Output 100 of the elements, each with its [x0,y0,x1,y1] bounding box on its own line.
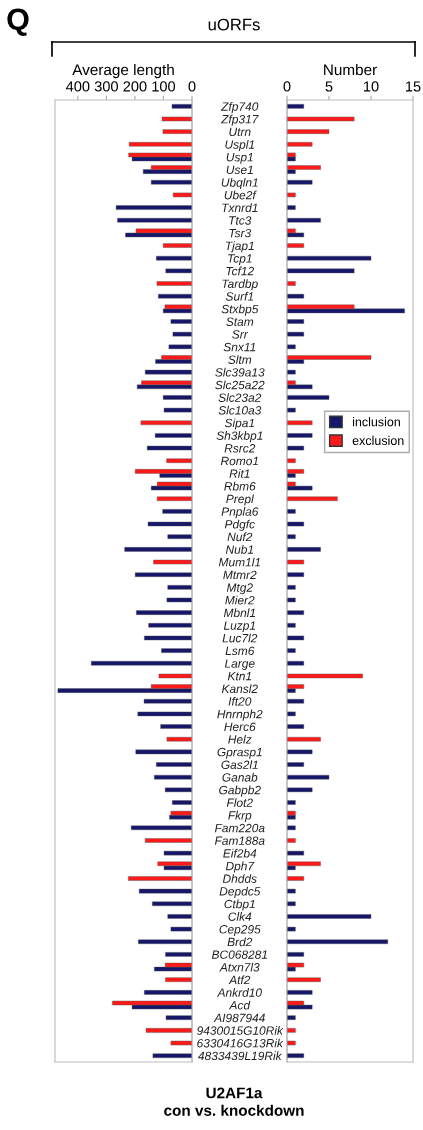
bar [162,509,192,514]
y-tick-label: AI987944 [213,1013,265,1023]
x-tick-label: 100 [152,81,176,92]
bar [156,762,192,767]
bar [287,243,305,248]
bar [129,142,192,147]
text: Q [7,8,29,36]
bar [162,129,192,134]
bar [166,458,192,463]
bar [172,192,192,198]
y-tick-label: Ttc3 [229,216,252,225]
bar [287,585,296,590]
bar [166,736,192,742]
x-tick-label: 200 [123,81,147,92]
bar [287,268,355,274]
bar [287,939,389,944]
bar [140,420,192,426]
y-tick-label: Gas2l1 [221,760,258,769]
x-tick-label: 0 [283,81,291,92]
bar [287,623,296,628]
y-tick-label: Lsm6 [225,646,255,656]
bar [287,673,363,679]
y-tick-label: Stam [226,317,254,326]
bar [136,384,192,390]
bar [170,810,192,816]
y-tick-label: Prepl [226,494,254,506]
bar [128,876,192,881]
y-tick-label: Dhdds [222,874,257,883]
bar [134,469,192,474]
text: U2AF1a con vs. knockdown [164,1087,304,1116]
y-tick-label: Utrn [229,127,251,137]
y-tick-label: Brd2 [227,937,253,947]
y-tick-label: Mtg2 [226,583,253,595]
y-tick-label: Zfp740 [220,102,259,114]
bar [287,205,296,210]
bar [287,458,296,463]
bar [141,380,192,386]
bar [57,688,192,693]
y-tick-label: Stxbp5 [221,304,259,316]
bar [144,838,192,843]
bar [148,623,192,628]
bar [160,724,192,729]
y-tick-label: Ctbp1 [224,899,255,911]
chart-title: Average length [72,63,174,79]
bar [287,888,296,894]
y-tick-label: Sipa1 [224,418,255,430]
bar [287,445,305,451]
bar [155,359,192,364]
bar [152,1053,192,1058]
bar [287,129,330,134]
y-tick-label: Slc39a13 [215,367,265,377]
bar [287,319,305,324]
y-tick-label: Cep295 [219,925,261,936]
bar [147,521,192,527]
bar [287,810,296,816]
bar [287,1015,296,1020]
y-tick-label: 6330416G13Rik [197,1038,284,1048]
y-tick-label: Gprasp1 [217,747,262,759]
x-tick-label: 400 [66,81,90,92]
bar [164,787,192,793]
bar [287,469,305,474]
bar [115,205,192,210]
bar [287,420,313,426]
y-tick-label: Pnpla6 [221,507,259,519]
bar [156,281,192,286]
bar [161,648,192,653]
y-tick-label: Fkrp [228,810,252,822]
bar [287,255,372,261]
bar [124,547,192,552]
bar [154,966,192,972]
bar [287,825,296,831]
y-tick-label: Atxn7l3 [219,962,260,972]
y-tick-label: Ganab [222,772,258,782]
y-tick-label: Ktn1 [227,672,252,681]
bar [287,901,296,907]
bar [131,825,192,831]
bar [166,597,192,603]
y-tick-label: Rbm6 [224,481,256,491]
bar [172,331,192,337]
bar [146,445,192,451]
bar [163,850,192,856]
legend-label: exclusion [352,435,404,446]
bar [152,901,192,907]
bar [287,597,296,603]
bar [125,232,192,238]
bar [162,395,192,400]
y-tick-label: Romo1 [220,456,259,466]
y-tick-label: Tcf12 [226,266,254,276]
bar [287,610,305,615]
bar [287,192,296,198]
bar [287,952,305,957]
bar [287,407,296,413]
bar [287,165,321,170]
bar [287,926,296,932]
text: uORFs [208,18,260,31]
bar [287,142,313,147]
x-tick-label: 5 [325,81,333,92]
bar [287,521,305,527]
y-tick-label: Nub1 [225,545,254,554]
bar [287,485,313,491]
